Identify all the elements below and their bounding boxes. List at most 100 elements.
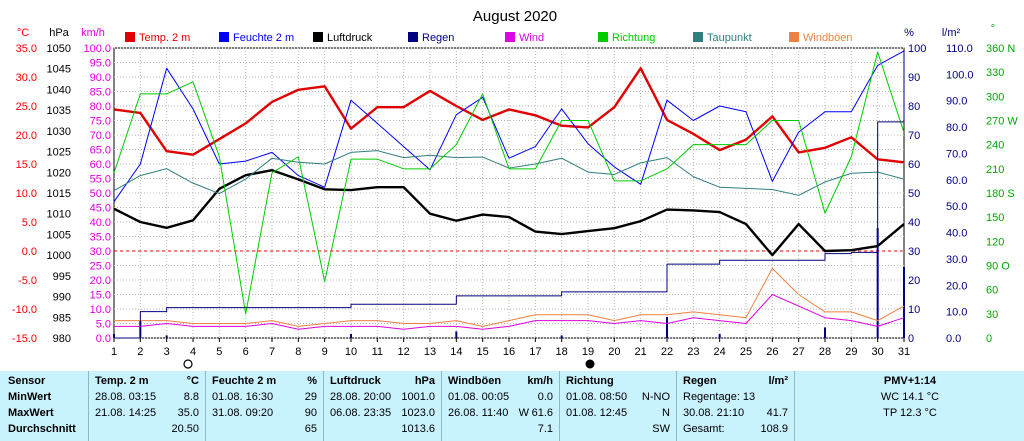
x-tick-label: 19 [582, 346, 594, 358]
wind-unit-label: km/h [81, 27, 105, 39]
temp-tick-label: 15.0 [16, 159, 37, 171]
legend-label: Feuchte 2 m [233, 32, 294, 44]
wind-tick-label: 25.0 [90, 261, 111, 273]
wind-tick-label: 20.0 [90, 275, 111, 287]
x-tick-label: 3 [164, 346, 170, 358]
wind-tick-label: 5.0 [96, 319, 111, 331]
statistics-panel: Sensor MinWert MaxWert Durchschnitt Temp… [0, 371, 1024, 441]
windchill-value: WC 14.1 °C [880, 391, 940, 403]
legend-swatch [693, 32, 703, 42]
x-tick-label: 27 [793, 346, 805, 358]
humidity-tick-label: 60 [908, 159, 920, 171]
wind-tick-label: 75.0 [90, 116, 111, 128]
pressure-average: 1013.6 [401, 423, 435, 435]
wind-tick-label: 35.0 [90, 232, 111, 244]
rain-tick-label: 50.0 [946, 201, 967, 213]
legend-label: Regen [422, 32, 454, 44]
direction-tick-label: 90 O [986, 261, 1010, 273]
pressure-tick-label: 1015 [47, 188, 71, 200]
temp-min-value: 8.8 [183, 391, 199, 403]
wind-tick-label: 65.0 [90, 145, 111, 157]
rain-tick-label: 60.0 [946, 175, 967, 187]
rain-tick-label: 20.0 [946, 280, 967, 292]
legend-label: Wind [519, 32, 544, 44]
legend-swatch [408, 32, 418, 42]
x-tick-label: 2 [137, 346, 143, 358]
stats-gusts-column: Windböen km/h 01.08. 00:05 0.0 26.08. 11… [441, 371, 559, 441]
stats-pressure-column: Luftdruck hPa 28.08. 20:00 1001.0 06.08.… [323, 371, 441, 441]
direction-tick-label: 150 [986, 212, 1004, 224]
pressure-tick-label: 1010 [47, 209, 71, 221]
pressure-tick-label: 1040 [47, 84, 71, 96]
humidity-average: 65 [304, 423, 317, 435]
new-moon-icon [585, 359, 595, 369]
durchschnitt-label: Durchschnitt [8, 423, 76, 435]
stats-temp-column: Temp. 2 m °C 28.08. 03:15 8.8 21.08. 14:… [88, 371, 205, 441]
stats-direction-column: Richtung 01.08. 08:50 N-NO 01.08. 12:45 … [559, 371, 676, 441]
temp-header: Temp. 2 m [95, 375, 149, 387]
direction-max-time: 01.08. 12:45 [566, 407, 628, 419]
humidity-tick-label: 50 [908, 188, 920, 200]
pressure-unit-label: hPa [49, 27, 69, 39]
series-line-temp-2-m [113, 67, 905, 164]
gusts-min-time: 01.08. 00:05 [448, 391, 510, 403]
humidity-tick-label: 0 [908, 333, 914, 345]
wind-tick-label: 55.0 [90, 174, 111, 186]
gusts-average: 7.1 [537, 423, 553, 435]
full-moon-icon [183, 359, 193, 369]
humidity-max-value: 90 [304, 407, 317, 419]
pressure-tick-label: 1025 [47, 147, 71, 159]
direction-header: Richtung [566, 375, 614, 387]
humidity-tick-label: 30 [908, 246, 920, 258]
pressure-header: Luftdruck [330, 375, 381, 387]
legend-label: Temp. 2 m [139, 32, 190, 44]
wind-tick-label: 0.0 [96, 333, 111, 345]
temp-min-time: 28.08. 03:15 [95, 391, 157, 403]
rain-tick-label: 30.0 [946, 254, 967, 266]
wind-tick-label: 70.0 [90, 130, 111, 142]
direction-tick-label: 240 [986, 140, 1004, 152]
legend-swatch [598, 32, 608, 42]
x-tick-label: 12 [398, 346, 410, 358]
pressure-tick-label: 980 [53, 333, 71, 345]
pressure-tick-label: 1030 [47, 126, 71, 138]
pressure-tick-label: 1050 [47, 43, 71, 55]
x-tick-label: 17 [529, 346, 541, 358]
direction-tick-label: 270 W [986, 116, 1018, 128]
wind-tick-label: 50.0 [90, 188, 111, 200]
wind-tick-label: 45.0 [90, 203, 111, 215]
rain-unit-label: l/m² [942, 27, 961, 39]
pressure-tick-label: 1005 [47, 229, 71, 241]
rain-total-value: 108.9 [760, 423, 788, 435]
series-line-luftdruck [113, 169, 905, 257]
temp-tick-label: 20.0 [16, 130, 37, 142]
x-tick-label: 18 [556, 346, 568, 358]
humidity-tick-label: 80 [908, 101, 920, 113]
direction-tick-label: 0 [986, 333, 992, 345]
rain-tick-label: 90.0 [946, 96, 967, 108]
legend-label: Richtung [612, 32, 655, 44]
series-line-wind [114, 294, 905, 330]
temp-max-time: 21.08. 14:25 [95, 407, 157, 419]
chart-title: August 2020 [473, 8, 557, 25]
wind-tick-label: 10.0 [90, 304, 111, 316]
temp-tick-label: 0.0 [22, 246, 37, 258]
pmv-header: PMV+1:14 [883, 375, 937, 387]
humidity-header: Feuchte 2 m [212, 375, 277, 387]
temp-unit-label: °C [17, 27, 29, 39]
direction-tick-label: 180 S [986, 188, 1015, 200]
pressure-max-value: 1023.0 [401, 407, 435, 419]
temp-average: 20.50 [171, 423, 199, 435]
direction-unit-label: ° [991, 23, 995, 35]
x-tick-label: 11 [372, 346, 383, 358]
direction-tick-label: 60 [986, 285, 998, 297]
x-tick-label: 15 [477, 346, 489, 358]
stats-rain-column: Regen l/m² Regentage: 13 30.08. 21:10 41… [676, 371, 794, 441]
x-tick-label: 24 [714, 346, 726, 358]
x-tick-label: 6 [243, 346, 249, 358]
x-tick-label: 26 [766, 346, 778, 358]
x-tick-label: 23 [687, 346, 699, 358]
direction-max-value: N [662, 407, 670, 419]
x-tick-label: 29 [845, 346, 857, 358]
pressure-min-value: 1001.0 [401, 391, 435, 403]
